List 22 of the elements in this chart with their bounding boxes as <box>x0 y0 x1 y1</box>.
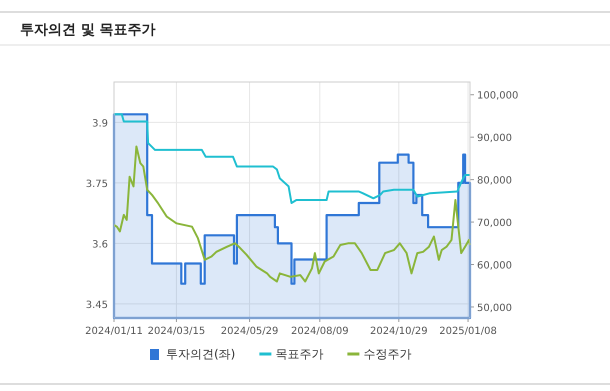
y2-tick-label: 90,000 <box>477 133 512 144</box>
y-tick-label: 3.75 <box>86 178 108 190</box>
y2-tick-label: 70,000 <box>477 218 512 230</box>
y2-tick-label: 50,000 <box>477 302 512 314</box>
x-tick-label: 2025/01/08 <box>439 326 497 337</box>
y-tick-label: 3.9 <box>92 118 108 130</box>
y2-tick-label: 60,000 <box>477 260 512 272</box>
legend-label: 수정주가 <box>363 347 412 361</box>
x-tick-label: 2024/03/15 <box>148 326 206 337</box>
x-tick-label: 2024/05/29 <box>220 326 278 337</box>
x-tick-label: 2024/10/29 <box>370 326 428 337</box>
x-tick-label: 2024/08/09 <box>290 326 349 337</box>
y2-tick-label: 100,000 <box>477 90 518 102</box>
legend-label: 투자의견(좌) <box>166 347 236 361</box>
legend-label: 목표주가 <box>275 347 324 361</box>
line-series <box>113 146 471 282</box>
y-tick-label: 3.6 <box>92 239 108 250</box>
y2-tick-label: 80,000 <box>477 176 512 187</box>
x-tick-label: 2024/01/11 <box>85 326 143 337</box>
chart-title: 투자의견 및 목표주가 <box>20 22 156 38</box>
line-series <box>113 113 471 204</box>
y-tick-label: 3.45 <box>86 300 108 311</box>
